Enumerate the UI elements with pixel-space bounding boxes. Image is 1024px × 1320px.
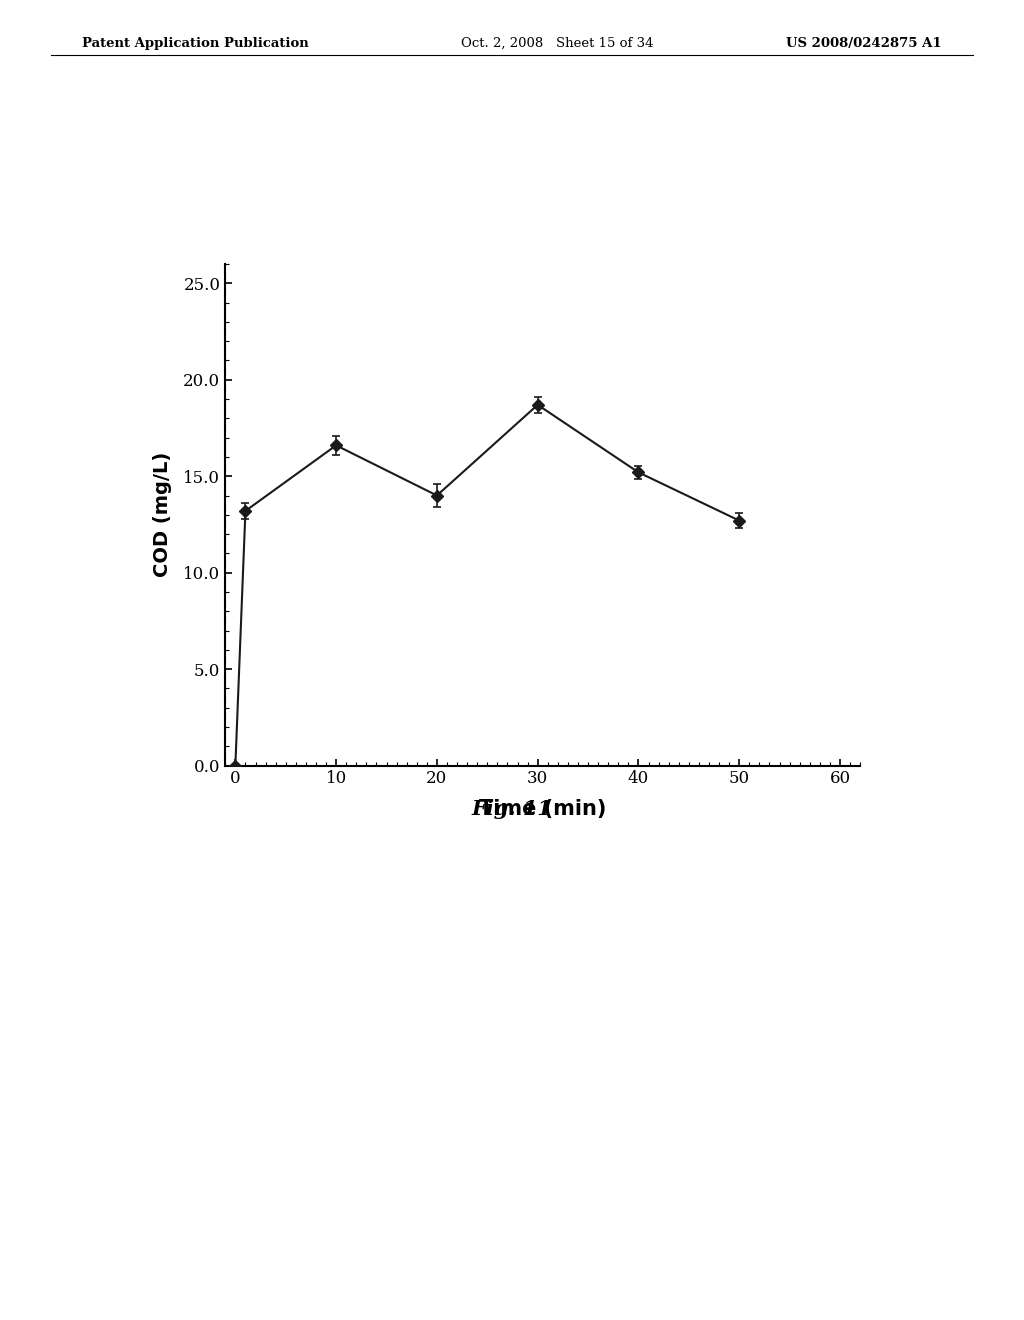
Y-axis label: COD (mg/L): COD (mg/L) — [154, 453, 172, 577]
X-axis label: Time (min): Time (min) — [479, 799, 606, 818]
Text: US 2008/0242875 A1: US 2008/0242875 A1 — [786, 37, 942, 50]
Text: Fig. 11: Fig. 11 — [472, 799, 552, 818]
Text: Oct. 2, 2008   Sheet 15 of 34: Oct. 2, 2008 Sheet 15 of 34 — [461, 37, 653, 50]
Text: Patent Application Publication: Patent Application Publication — [82, 37, 308, 50]
